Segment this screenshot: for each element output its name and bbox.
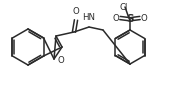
Text: Cl: Cl: [120, 3, 128, 12]
Text: HN: HN: [83, 13, 96, 22]
Text: O: O: [113, 13, 119, 22]
Text: S: S: [126, 14, 134, 24]
Text: O: O: [73, 7, 79, 16]
Text: O: O: [57, 56, 64, 65]
Text: O: O: [141, 13, 147, 22]
